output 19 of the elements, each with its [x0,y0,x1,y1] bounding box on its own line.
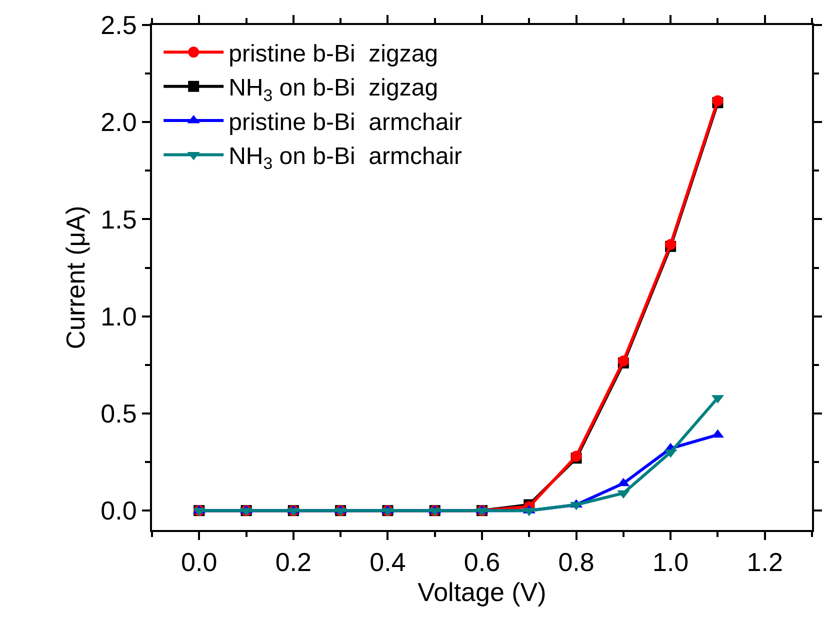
y-tick-label: 1.5 [100,204,137,234]
y-tick-label: 2.0 [100,107,137,138]
legend-label: NH$_{3}$ on b-Bi zigzag [228,74,438,105]
x-tick-label: 1.2 [746,547,783,578]
x-tick-label: 0.2 [275,547,312,578]
y-tick-label: 2.5 [100,10,137,40]
legend-label: pristine b-Bi zigzag [228,40,438,68]
y-tick-label: 0.0 [100,496,137,526]
legend-label: pristine b-Bi armchair [228,108,462,136]
x-tick-label: 0.4 [370,547,406,578]
x-tick-label: 0.0 [181,547,218,578]
x-axis-title: Voltage (V) [418,577,546,608]
y-tick-label: 0.5 [100,398,137,429]
y-tick-label: 1.0 [100,301,137,332]
x-tick-label: 0.8 [558,547,594,578]
x-tick-label: 0.6 [464,547,500,578]
legend-label: NH$_{3}$ on b-Bi armchair [228,143,462,174]
x-tick-label: 1.0 [652,547,689,578]
y-axis-title: Current (μA) [60,206,91,350]
